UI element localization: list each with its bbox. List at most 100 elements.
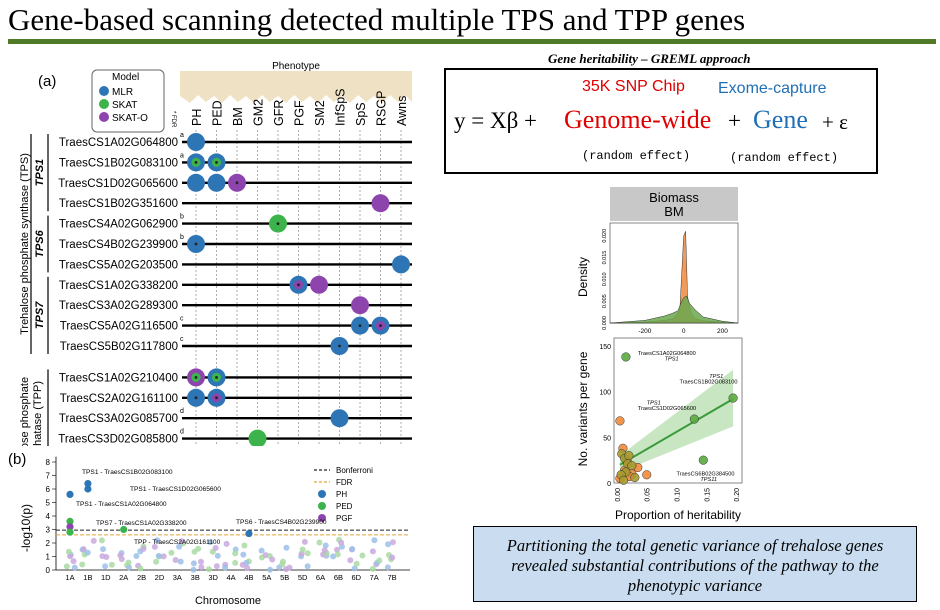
equation-genome-wide: Genome-wide [564, 105, 712, 134]
background-point [151, 543, 158, 550]
panel-b-legend-swatch [318, 514, 326, 522]
group-label: Trehalose phosphate synthase (TPS) [19, 153, 31, 335]
density-xtick: -200 [638, 328, 651, 335]
fdr-marker [379, 324, 382, 327]
group-label-line: phosphatase (TPP) [32, 381, 44, 446]
association-dot [187, 173, 205, 192]
gene-name: TraesCS5B02G117800 [60, 341, 178, 353]
scatter-point [624, 451, 634, 461]
association-dot [207, 173, 226, 192]
association-dot [248, 429, 267, 446]
gene-name: TraesCS3A02G085700 [59, 413, 178, 425]
phenotype-label: SpS [354, 102, 368, 126]
scatter-point [627, 461, 637, 471]
scatter-gene-label: TraesCS1B02G083100 [679, 379, 737, 385]
background-point [84, 549, 91, 556]
background-point [168, 549, 175, 556]
equation-gene: Gene [753, 105, 808, 134]
background-point [222, 564, 229, 571]
fdr-marker [194, 396, 198, 400]
scatter-point [615, 416, 625, 426]
fdr-marker [276, 222, 280, 226]
background-point [191, 548, 198, 555]
background-point [155, 553, 162, 560]
gene-superscript: b [180, 214, 184, 221]
background-point [133, 553, 140, 560]
background-point [232, 550, 239, 557]
chromosome-label: 3A [173, 573, 182, 582]
phenotype-label: SM2 [313, 100, 327, 126]
density-curve [609, 295, 739, 324]
significant-point [84, 485, 92, 493]
scatter-family-label: TPS1 [709, 374, 723, 380]
background-point [177, 558, 184, 565]
scatter-gene-label: TraesCS1A02G064800 [638, 351, 696, 357]
background-point [65, 548, 72, 555]
fdr-marker [194, 161, 198, 164]
panel-b-ylabel: -log10(p) [19, 504, 33, 552]
scatter-labels: TraesCS1A02G064800TPS1TPS1TraesCS1B02G08… [638, 351, 738, 483]
panel-b-annotations: TPS1 - TraesCS1B02G083100 TPS1 - TraesCS1… [76, 469, 327, 546]
phenotype-label: RSGP [375, 91, 389, 126]
fdr-marker [215, 161, 218, 164]
scatter-xtick: 0.05 [645, 488, 652, 502]
gene-name: TraesCS4A02G062900 [59, 219, 178, 231]
significant-point [66, 517, 74, 525]
density-strip-line-1: Biomass [649, 190, 699, 205]
subgroup-label: TPS1 [34, 159, 46, 187]
panel-b-ytick: 8 [46, 458, 51, 467]
chromosome-label: 1D [101, 573, 111, 582]
density-series [609, 231, 739, 324]
panel-b-annotation: TPS1 - TraesCS1A02G064800 [76, 501, 167, 508]
model-legend-entry: SKAT-O [112, 113, 148, 124]
phenotype-label: PED [211, 100, 225, 126]
scatter-point [728, 393, 738, 403]
background-point [376, 557, 383, 564]
scatter-ytick: 0 [607, 481, 611, 488]
chromosome-label: 3B [191, 573, 200, 582]
scatter-point [689, 414, 699, 424]
scatter-xtick: 0.10 [674, 488, 681, 502]
equation-plus: + [728, 108, 741, 133]
gene-superscript: a [180, 132, 184, 139]
panel-b-legend-swatch [318, 490, 326, 498]
panel-b-ytick: 6 [46, 485, 51, 494]
scatter-ytick: 50 [603, 435, 611, 442]
background-point [90, 537, 97, 544]
chromosome-label: 6A [316, 573, 325, 582]
background-point [369, 565, 376, 572]
association-dot [310, 275, 328, 294]
background-point [384, 564, 391, 571]
background-point [353, 560, 360, 567]
panel-b-ytick: 5 [46, 499, 51, 508]
association-dot [187, 133, 205, 151]
gene-heritability-title: Gene heritability – GREML approach [548, 51, 751, 66]
fdr-marker [194, 376, 198, 379]
trend-line [619, 398, 734, 466]
fdr-marker [194, 242, 198, 246]
panel-b-legend-entry: PED [336, 502, 353, 511]
subgroup-label: TPS6 [34, 229, 46, 257]
panel-a-label: (a) [38, 73, 56, 90]
background-point [283, 544, 290, 551]
scatter-ytick: 100 [599, 390, 611, 397]
gene-name: TraesCS1D02G065600 [58, 178, 178, 190]
background-point [371, 537, 378, 544]
density-strip-line-2: BM [664, 204, 684, 219]
background-point [369, 548, 376, 555]
background-point [99, 553, 106, 560]
gene-name: TraesCS1A02G210400 [59, 372, 178, 384]
background-point [279, 561, 286, 568]
trend-confidence-band [619, 369, 734, 473]
equation-epsilon: + ε [822, 110, 848, 134]
phenotype-label: InfSpS [334, 88, 348, 126]
background-point [304, 550, 311, 557]
background-point [108, 561, 115, 568]
scatter-series [615, 352, 738, 485]
model-legend-title: Model [112, 72, 139, 83]
chromosome-label: 7A [370, 573, 379, 582]
phenotype-columns: PH PED BM GM2 GFR PGF SM2 InfSpS SpS RSGP Awns [190, 88, 409, 446]
phenotype-header: Phenotype [272, 61, 320, 72]
significant-point [84, 480, 92, 488]
density-plot: Biomass BM Density -200 0 200 0.000 0.005 0.0… [576, 187, 739, 335]
